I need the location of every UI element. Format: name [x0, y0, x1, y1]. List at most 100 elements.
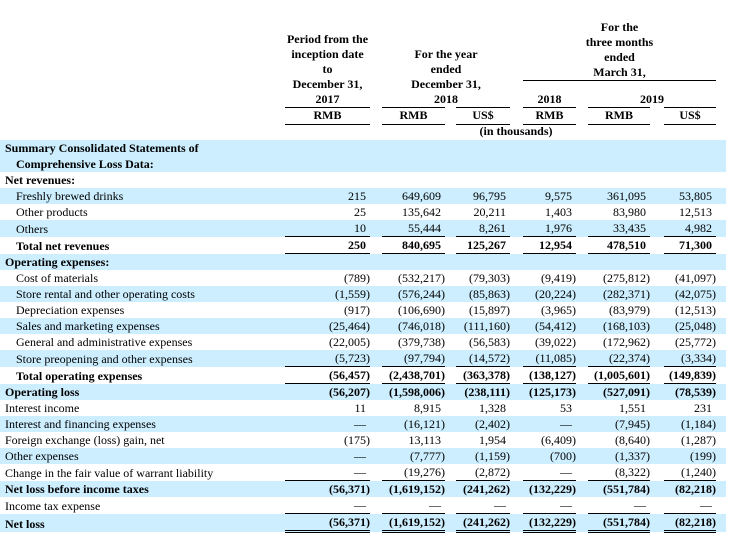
value-text: (746,018): [398, 319, 445, 333]
row-label: Interest income: [0, 400, 285, 416]
value-text: (168,103): [603, 319, 650, 333]
column-gap: [445, 416, 456, 432]
value-text: 13,113: [408, 433, 441, 447]
column-gap: [716, 480, 726, 497]
value-text: (11,085): [535, 351, 576, 365]
value-text: 649,609: [402, 189, 441, 203]
value-text: (19,276): [404, 465, 445, 479]
value-cell: —: [285, 464, 370, 481]
value-cell: 83,980: [588, 204, 650, 220]
column-gap: [650, 480, 664, 497]
value-cell: (14,572): [456, 350, 510, 367]
value-cell: (25,048): [664, 318, 716, 334]
row-label-text: Comprehensive Loss Data:: [16, 157, 154, 171]
value-cell: (7,777): [382, 448, 445, 464]
value-cell: (551,784): [588, 513, 650, 533]
column-gap: [650, 220, 664, 237]
column-gap: [650, 172, 664, 188]
value-cell: —: [285, 416, 370, 432]
value-cell: (8,640): [588, 432, 650, 448]
value-text: (551,784): [603, 482, 650, 496]
value-cell: (25,772): [664, 334, 716, 350]
column-gap: [716, 367, 726, 384]
column-gap: [576, 270, 588, 286]
value-cell: 20,211: [456, 204, 510, 220]
column-gap: [445, 237, 456, 254]
column-gap: [650, 367, 664, 384]
row-label-text: Operating loss: [5, 385, 80, 399]
column-gap: [716, 448, 726, 464]
value-text: (42,075): [675, 287, 716, 301]
value-text: 55,444: [408, 221, 441, 235]
header-line: December 31,: [411, 77, 481, 91]
column-gap: [716, 383, 726, 400]
column-gap: [510, 497, 523, 514]
row-label-text: Other expenses: [5, 449, 79, 463]
column-gap: [576, 302, 588, 318]
value-text: 33,435: [613, 221, 646, 235]
value-cell: (132,229): [523, 513, 576, 533]
value-text: (1,337): [615, 449, 650, 463]
row-label: Depreciation expenses: [0, 302, 285, 318]
column-gap: [445, 140, 456, 172]
row-label-text: Net loss: [5, 516, 45, 531]
header-line: three months: [585, 35, 654, 49]
header-rule: [456, 124, 510, 125]
value-cell: [382, 253, 445, 270]
value-cell: (9,419): [523, 270, 576, 286]
value-cell: (1,005,601): [588, 366, 650, 384]
value-cell: (275,812): [588, 270, 650, 286]
value-cell: (56,371): [285, 480, 370, 497]
value-cell: (576,244): [382, 286, 445, 302]
value-cell: 96,795: [456, 188, 510, 204]
value-cell: [382, 172, 445, 188]
row-label-text: Sales and marketing expenses: [16, 319, 160, 333]
header-rule: [523, 80, 716, 81]
value-cell: 4,982: [664, 220, 716, 237]
table-row: Income tax expense — — — — — —: [0, 497, 726, 514]
column-gap: [576, 220, 588, 237]
column-gap: [510, 286, 523, 302]
row-label-text: Freshly brewed drinks: [16, 189, 124, 203]
column-gap: [445, 334, 456, 350]
value-cell: —: [523, 416, 576, 432]
value-text: 1,954: [479, 433, 506, 447]
header-rule: [664, 107, 716, 108]
header-three-months: For the three months ended March 31,: [523, 20, 716, 80]
value-cell: (1,159): [456, 448, 510, 464]
column-gap: [445, 448, 456, 464]
value-cell: (83,979): [588, 302, 650, 318]
value-cell: (149,839): [664, 366, 716, 384]
row-label-text: Store preopening and other expenses: [16, 351, 193, 366]
column-gap: [716, 334, 726, 350]
value-text: (5,723): [335, 351, 370, 365]
row-label: Total operating expenses: [0, 367, 285, 384]
column-gap: [650, 416, 664, 432]
value-text: (3,334): [681, 351, 716, 365]
column-gap: [370, 480, 382, 497]
row-label-text: Net revenues:: [5, 173, 76, 187]
column-gap: [370, 140, 382, 172]
value-text: (2,402): [475, 417, 510, 431]
column-gap: [650, 464, 664, 481]
value-cell: —: [285, 448, 370, 464]
value-cell: (56,457): [285, 366, 370, 384]
column-gap: [650, 513, 664, 532]
value-cell: (917): [285, 302, 370, 318]
value-cell: —: [523, 464, 576, 481]
column-gap: [445, 172, 456, 188]
column-gap: [510, 237, 523, 254]
value-cell: (39,022): [523, 334, 576, 350]
column-gap: [716, 237, 726, 254]
column-gap: [510, 432, 523, 448]
value-cell: (282,371): [588, 286, 650, 302]
value-text: (39,022): [535, 335, 576, 349]
value-cell: (78,539): [664, 383, 716, 400]
value-text: (1,287): [681, 433, 716, 447]
value-cell: (1,184): [664, 416, 716, 432]
value-cell: 135,642: [382, 204, 445, 220]
value-text: (1,619,152): [389, 515, 445, 529]
currency-label: RMB: [313, 108, 342, 122]
row-label-text: Total operating expenses: [16, 368, 143, 383]
row-label-text: Operating expenses:: [5, 255, 110, 269]
